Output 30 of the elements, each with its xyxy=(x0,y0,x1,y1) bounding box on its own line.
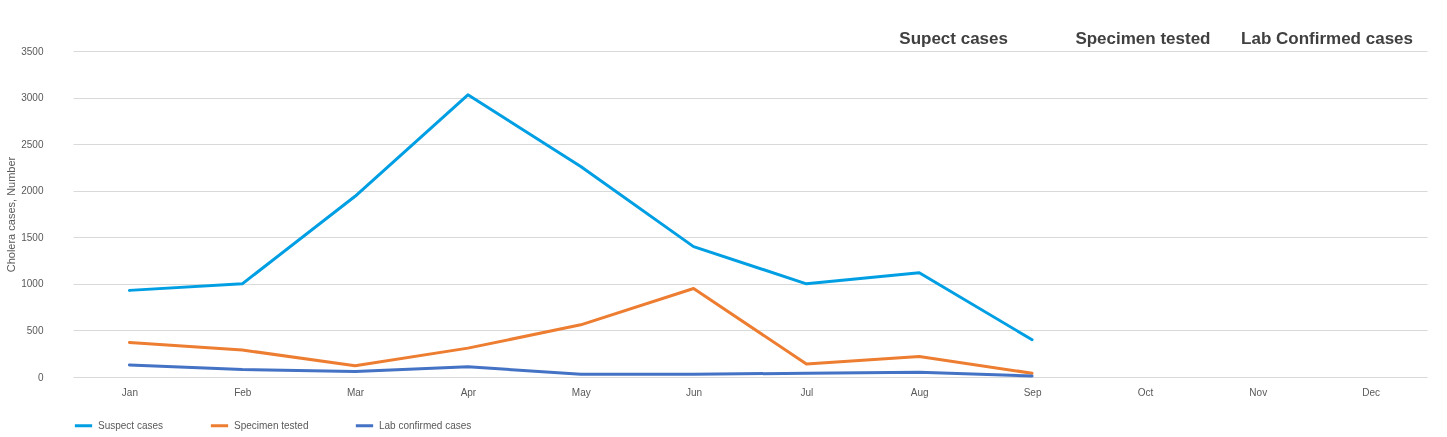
y-tick-label: 1000 xyxy=(21,278,44,290)
x-tick-label: Sep xyxy=(1023,386,1042,398)
x-tick-label: Feb xyxy=(234,386,252,398)
line-series xyxy=(127,93,1034,342)
line-series xyxy=(127,363,1034,378)
x-tick-label: May xyxy=(571,386,591,398)
text: Lab Confirmed cases xyxy=(1241,29,1413,48)
y-tick-label: 0 xyxy=(37,371,44,383)
x-tick-label: Jan xyxy=(121,386,138,398)
y-tick-label: 3000 xyxy=(21,92,44,104)
legend-label: Lab confirmed cases xyxy=(379,419,472,431)
x-tick-label: Aug xyxy=(910,386,929,398)
x-tick-label: Nov xyxy=(1249,386,1268,398)
line-series xyxy=(127,287,1034,375)
x-tick-label: Jun xyxy=(686,386,703,398)
y-tick-label: 2500 xyxy=(21,138,44,150)
x-tick-label: Jul xyxy=(800,386,814,398)
text: Supect cases xyxy=(899,29,1008,48)
y-tick-label: 500 xyxy=(26,324,44,336)
y-tick-label: 3500 xyxy=(21,45,44,57)
y-tick-label: 1500 xyxy=(21,231,44,243)
x-tick-label: Mar xyxy=(346,386,365,398)
y-tick-label: 2000 xyxy=(21,185,44,197)
text: Specimen tested xyxy=(1075,29,1211,48)
y-axis-title: Cholera cases, Number xyxy=(5,156,18,273)
x-tick-label: Dec xyxy=(1362,386,1380,398)
legend-label: Specimen tested xyxy=(234,419,309,431)
x-tick-label: Apr xyxy=(460,386,477,398)
x-tick-label: Oct xyxy=(1137,386,1154,398)
legend-label: Suspect cases xyxy=(98,419,164,431)
